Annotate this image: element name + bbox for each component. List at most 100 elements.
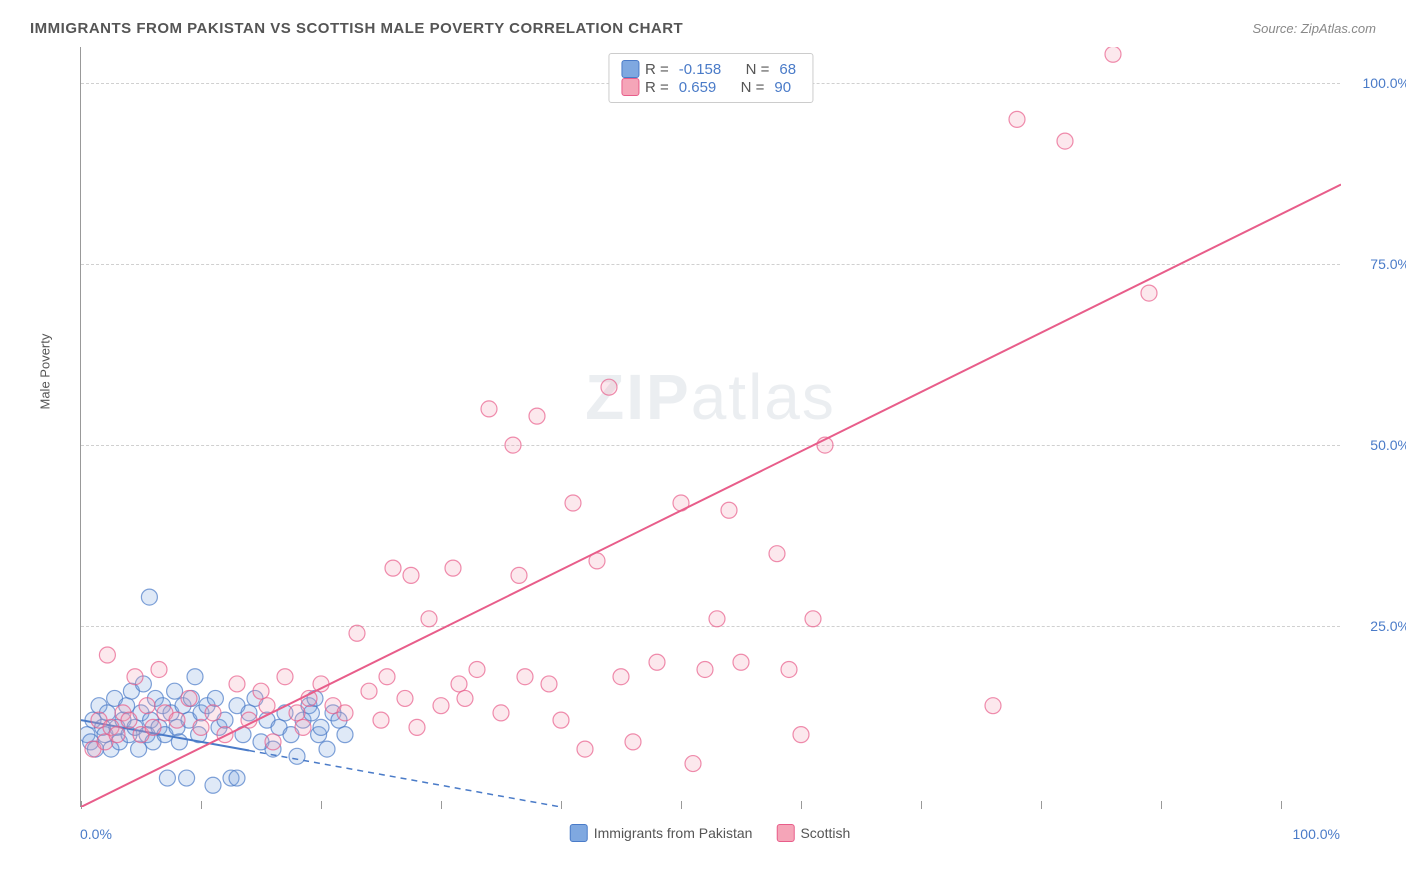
data-point-scottish <box>625 734 641 750</box>
data-point-pakistan <box>289 748 305 764</box>
data-point-scottish <box>1009 111 1025 127</box>
data-point-scottish <box>511 567 527 583</box>
data-point-scottish <box>697 661 713 677</box>
data-point-scottish <box>127 669 143 685</box>
data-point-scottish <box>229 676 245 692</box>
data-point-scottish <box>385 560 401 576</box>
data-point-scottish <box>529 408 545 424</box>
data-point-pakistan <box>187 669 203 685</box>
data-point-scottish <box>373 712 389 728</box>
data-point-scottish <box>379 669 395 685</box>
data-point-scottish <box>733 654 749 670</box>
data-point-pakistan <box>131 741 147 757</box>
y-tick-label: 25.0% <box>1350 618 1406 634</box>
series-legend: Immigrants from Pakistan Scottish <box>570 824 851 842</box>
data-point-scottish <box>421 611 437 627</box>
data-point-scottish <box>295 719 311 735</box>
data-point-scottish <box>181 690 197 706</box>
data-point-scottish <box>493 705 509 721</box>
legend-item-scottish: Scottish <box>776 824 850 842</box>
data-point-scottish <box>109 727 125 743</box>
data-point-pakistan <box>337 727 353 743</box>
data-point-scottish <box>289 705 305 721</box>
data-point-scottish <box>253 683 269 699</box>
data-point-scottish <box>481 401 497 417</box>
data-point-scottish <box>457 690 473 706</box>
data-point-scottish <box>337 705 353 721</box>
data-point-pakistan <box>179 770 195 786</box>
data-point-scottish <box>613 669 629 685</box>
data-point-scottish <box>517 669 533 685</box>
y-axis-label: Male Poverty <box>38 334 53 410</box>
data-point-scottish <box>151 661 167 677</box>
data-point-scottish <box>769 546 785 562</box>
data-point-pakistan <box>167 683 183 699</box>
chart-area: Male Poverty ZIPatlas R = -0.158 N = 68 … <box>50 47 1370 837</box>
data-point-scottish <box>99 647 115 663</box>
data-point-scottish <box>361 683 377 699</box>
data-point-pakistan <box>207 690 223 706</box>
y-tick-label: 50.0% <box>1350 437 1406 453</box>
data-point-scottish <box>193 719 209 735</box>
data-point-scottish <box>721 502 737 518</box>
data-point-pakistan <box>313 719 329 735</box>
data-point-scottish <box>205 705 221 721</box>
chart-title: IMMIGRANTS FROM PAKISTAN VS SCOTTISH MAL… <box>30 20 683 37</box>
data-point-scottish <box>403 567 419 583</box>
data-point-scottish <box>985 698 1001 714</box>
data-point-scottish <box>433 698 449 714</box>
data-point-scottish <box>169 712 185 728</box>
data-point-scottish <box>601 379 617 395</box>
data-point-scottish <box>1141 285 1157 301</box>
x-axis-max-label: 100.0% <box>1293 826 1340 842</box>
trendline-dash-pakistan <box>249 751 561 807</box>
data-point-pakistan <box>141 589 157 605</box>
correlation-legend: R = -0.158 N = 68 R = 0.659 N = 90 <box>608 53 813 103</box>
data-point-scottish <box>649 654 665 670</box>
x-axis-min-label: 0.0% <box>80 826 112 842</box>
legend-swatch-scottish <box>621 78 639 96</box>
y-tick-label: 75.0% <box>1350 256 1406 272</box>
legend-swatch-scottish-bottom <box>776 824 794 842</box>
data-point-scottish <box>445 560 461 576</box>
data-point-scottish <box>139 698 155 714</box>
legend-swatch-pakistan <box>621 60 639 78</box>
data-point-scottish <box>301 690 317 706</box>
plot-region: ZIPatlas R = -0.158 N = 68 R = 0.659 N =… <box>80 47 1340 807</box>
data-point-scottish <box>313 676 329 692</box>
data-point-scottish <box>1057 133 1073 149</box>
data-point-pakistan <box>303 705 319 721</box>
data-point-pakistan <box>205 777 221 793</box>
legend-row-scottish: R = 0.659 N = 90 <box>621 78 800 96</box>
data-point-scottish <box>505 437 521 453</box>
data-point-scottish <box>451 676 467 692</box>
data-point-scottish <box>805 611 821 627</box>
data-point-scottish <box>793 727 809 743</box>
source-attribution: Source: ZipAtlas.com <box>1252 21 1376 36</box>
data-point-scottish <box>121 712 137 728</box>
data-point-pakistan <box>159 770 175 786</box>
data-point-scottish <box>565 495 581 511</box>
legend-row-pakistan: R = -0.158 N = 68 <box>621 60 800 78</box>
data-point-scottish <box>709 611 725 627</box>
trendline-scottish <box>81 185 1341 807</box>
data-point-pakistan <box>229 770 245 786</box>
y-tick-label: 100.0% <box>1350 75 1406 91</box>
data-point-scottish <box>277 669 293 685</box>
data-point-scottish <box>265 734 281 750</box>
data-point-scottish <box>349 625 365 641</box>
legend-item-pakistan: Immigrants from Pakistan <box>570 824 753 842</box>
data-point-scottish <box>541 676 557 692</box>
legend-swatch-pakistan-bottom <box>570 824 588 842</box>
data-point-scottish <box>217 727 233 743</box>
data-point-scottish <box>553 712 569 728</box>
data-point-scottish <box>409 719 425 735</box>
data-point-scottish <box>145 719 161 735</box>
data-point-scottish <box>685 756 701 772</box>
data-point-scottish <box>1105 47 1121 62</box>
scatter-svg <box>81 47 1341 807</box>
data-point-scottish <box>781 661 797 677</box>
data-point-scottish <box>397 690 413 706</box>
data-point-scottish <box>469 661 485 677</box>
data-point-scottish <box>577 741 593 757</box>
